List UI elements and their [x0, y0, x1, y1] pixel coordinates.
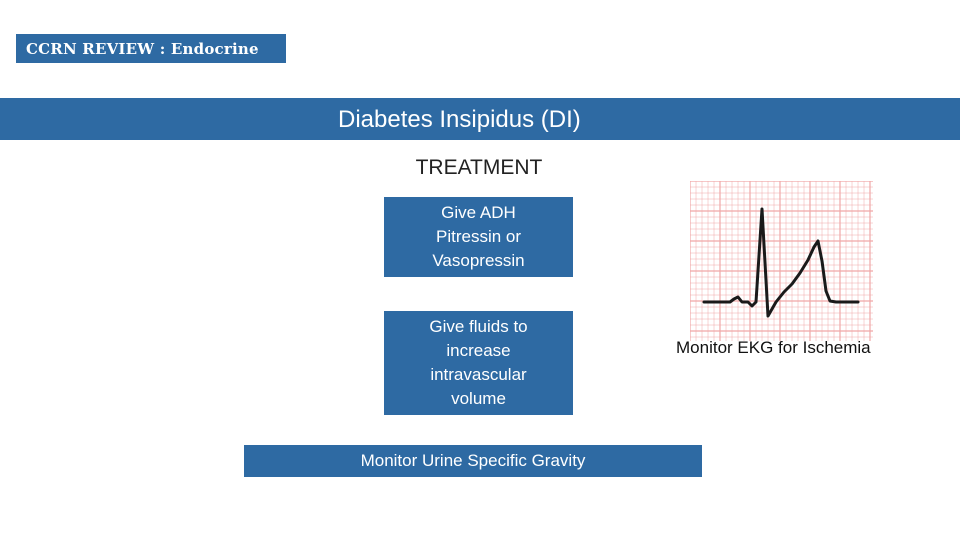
ekg-image: [689, 180, 873, 341]
give-fluids-box: Give fluids to increase intravascular vo…: [384, 311, 573, 415]
ekg-trace: [702, 207, 860, 318]
monitor-urine-text: Monitor Urine Specific Gravity: [360, 451, 586, 470]
slide-title: Diabetes Insipidus (DI): [338, 106, 581, 133]
title-bar: Diabetes Insipidus (DI): [0, 98, 960, 140]
give-adh-line-3: Vasopressin: [432, 251, 525, 270]
logo-banner: CCRN REVIEW : Endocrine: [16, 34, 286, 63]
logo-text: CCRN REVIEW : Endocrine: [26, 39, 259, 58]
monitor-urine-box: Monitor Urine Specific Gravity: [244, 445, 702, 477]
give-adh-line-1: Give ADH: [441, 203, 516, 222]
give-fluids-line-3: intravascular: [430, 365, 527, 384]
ekg-caption: Monitor EKG for Ischemia: [676, 338, 871, 357]
ekg-grid: [689, 180, 873, 341]
give-adh-line-2: Pitressin or: [435, 227, 522, 246]
ekg-strip-graphic: [689, 180, 873, 341]
give-adh-box: Give ADH Pitressin or Vasopressin: [384, 197, 573, 277]
give-fluids-line-4: volume: [451, 389, 506, 408]
give-fluids-line-2: increase: [446, 341, 511, 360]
treatment-heading: TREATMENT: [415, 156, 543, 179]
give-fluids-line-1: Give fluids to: [429, 317, 528, 336]
